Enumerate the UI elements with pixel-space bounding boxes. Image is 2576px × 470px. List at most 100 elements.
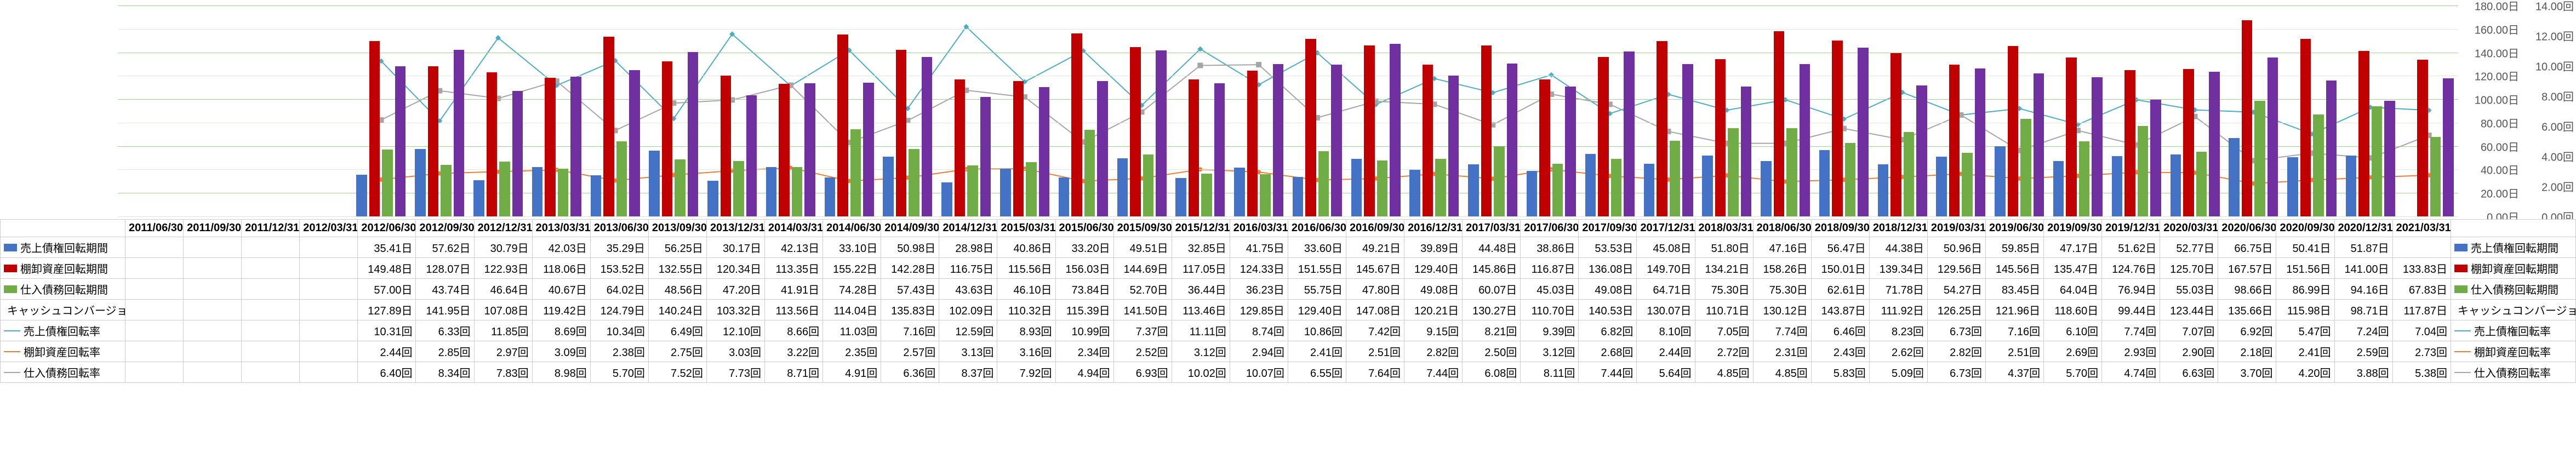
period-header: 2017/03/31 xyxy=(1463,220,1521,237)
data-cell xyxy=(184,258,242,279)
data-cell: 3.22回 xyxy=(765,341,823,362)
data-cell: 4.91回 xyxy=(823,362,881,383)
data-cell xyxy=(300,279,358,300)
data-cell xyxy=(125,237,184,258)
data-cell: 2.51回 xyxy=(1986,341,2044,362)
marker-sales_receivable_turnover xyxy=(495,35,501,41)
period-header: 2013/09/30 xyxy=(648,220,706,237)
data-cell: 102.09日 xyxy=(939,300,997,320)
data-cell xyxy=(300,258,358,279)
data-cell: 119.42日 xyxy=(532,300,590,320)
data-cell: 141.50日 xyxy=(1113,300,1172,320)
bar-ccc xyxy=(688,52,699,216)
data-cell: 7.07回 xyxy=(2160,320,2218,341)
data-cell: 51.62日 xyxy=(2102,237,2160,258)
bar-sales_receivable_period xyxy=(1527,171,1538,216)
data-cell: 46.64日 xyxy=(474,279,532,300)
bar-ccc xyxy=(454,50,465,216)
data-cell xyxy=(184,362,242,383)
data-cell: 144.69日 xyxy=(1113,258,1172,279)
bar-group xyxy=(1175,79,1225,216)
data-cell xyxy=(242,237,300,258)
period-header: 2015/06/30 xyxy=(1055,220,1113,237)
period-header: 2014/12/31 xyxy=(939,220,997,237)
table-row: 仕入債務回転期間57.00日43.74日46.64日40.67日64.02日48… xyxy=(1,279,2576,300)
legend-bar-swatch xyxy=(2454,285,2468,293)
data-cell: 50.98日 xyxy=(881,237,939,258)
data-cell: 28.98日 xyxy=(939,237,997,258)
bar-payable_period xyxy=(2254,101,2265,216)
data-cell: 35.29日 xyxy=(590,237,648,258)
bar-ccc xyxy=(2150,100,2161,216)
data-cell: 5.70回 xyxy=(2044,362,2102,383)
bar-payable_period xyxy=(792,167,803,216)
bar-payable_period xyxy=(2372,106,2383,216)
bar-payable_period xyxy=(1260,174,1271,216)
bar-payable_period xyxy=(2138,126,2149,216)
bar-inventory_period xyxy=(1364,45,1375,216)
bar-inventory_period xyxy=(837,35,848,216)
data-cell: 7.64回 xyxy=(1346,362,1404,383)
data-cell: 10.86回 xyxy=(1288,320,1346,341)
data-cell: 123.44日 xyxy=(2160,300,2218,320)
bar-inventory_period xyxy=(1774,31,1785,217)
data-cell: 53.53日 xyxy=(1579,237,1637,258)
bar-ccc xyxy=(1565,87,1576,216)
data-cell: 2.50回 xyxy=(1463,341,1521,362)
bar-sales_receivable_period xyxy=(356,175,367,216)
bar-payable_period xyxy=(558,169,569,216)
row-label-text: 売上債権回転率 xyxy=(24,323,100,339)
data-cell: 8.37回 xyxy=(939,362,997,383)
bar-sales_receivable_period xyxy=(1293,177,1304,216)
y-left-tick: 140.00日 xyxy=(2475,44,2519,60)
data-cell: 103.32日 xyxy=(706,300,764,320)
data-cell: 130.07日 xyxy=(1637,300,1695,320)
data-cell: 45.08日 xyxy=(1637,237,1695,258)
data-cell: 111.92日 xyxy=(1869,300,1927,320)
bar-inventory_period xyxy=(1189,79,1200,216)
data-cell: 140.53日 xyxy=(1579,300,1637,320)
data-cell: 8.66回 xyxy=(765,320,823,341)
row-label-ccc: キャッシュコンバージョンサイクル xyxy=(1,300,125,320)
data-cell: 30.17日 xyxy=(706,237,764,258)
row-label-text: 棚卸資産回転期間 xyxy=(20,260,108,276)
data-cell: 49.51日 xyxy=(1113,237,1172,258)
data-cell: 99.44日 xyxy=(2102,300,2160,320)
data-cell: 141.95日 xyxy=(416,300,474,320)
row-label-text: 売上債権回転率 xyxy=(2474,323,2551,339)
data-cell: 12.59回 xyxy=(939,320,997,341)
period-header: 2015/03/31 xyxy=(997,220,1055,237)
data-cell: 2.18回 xyxy=(2218,341,2276,362)
bar-payable_period xyxy=(733,161,744,216)
row-label-right-inventory_period: 棚卸資産回転期間 xyxy=(2451,258,2576,279)
data-cell: 2.41回 xyxy=(2276,341,2334,362)
data-cell: 135.47日 xyxy=(2044,258,2102,279)
data-cell: 40.67日 xyxy=(532,279,590,300)
data-cell: 158.26日 xyxy=(1753,258,1811,279)
data-cell: 54.27日 xyxy=(1927,279,1985,300)
bar-ccc xyxy=(512,91,523,216)
bar-payable_period xyxy=(1786,128,1797,216)
bar-sales_receivable_period xyxy=(941,182,952,216)
data-cell: 113.46日 xyxy=(1172,300,1230,320)
data-cell: 2.94回 xyxy=(1230,341,1288,362)
period-header: 2020/09/30 xyxy=(2276,220,2334,237)
data-cell: 110.70日 xyxy=(1521,300,1579,320)
data-cell: 122.93日 xyxy=(474,258,532,279)
data-cell: 46.10日 xyxy=(997,279,1055,300)
bar-group xyxy=(591,37,640,216)
y-left-tick: 60.00日 xyxy=(2481,138,2519,154)
period-header: 2020/03/31 xyxy=(2160,220,2218,237)
bar-group xyxy=(883,50,932,216)
row-label-inventory_period: 棚卸資産回転期間 xyxy=(1,258,125,279)
data-cell: 8.69回 xyxy=(532,320,590,341)
bar-inventory_period xyxy=(1305,39,1316,216)
data-cell: 64.04日 xyxy=(2044,279,2102,300)
bar-ccc xyxy=(1916,85,1927,216)
data-cell: 145.56日 xyxy=(1986,258,2044,279)
data-cell xyxy=(184,300,242,320)
data-cell: 47.80日 xyxy=(1346,279,1404,300)
bar-ccc xyxy=(395,66,406,216)
legend-bar-swatch xyxy=(4,285,17,293)
bar-ccc xyxy=(629,70,640,216)
